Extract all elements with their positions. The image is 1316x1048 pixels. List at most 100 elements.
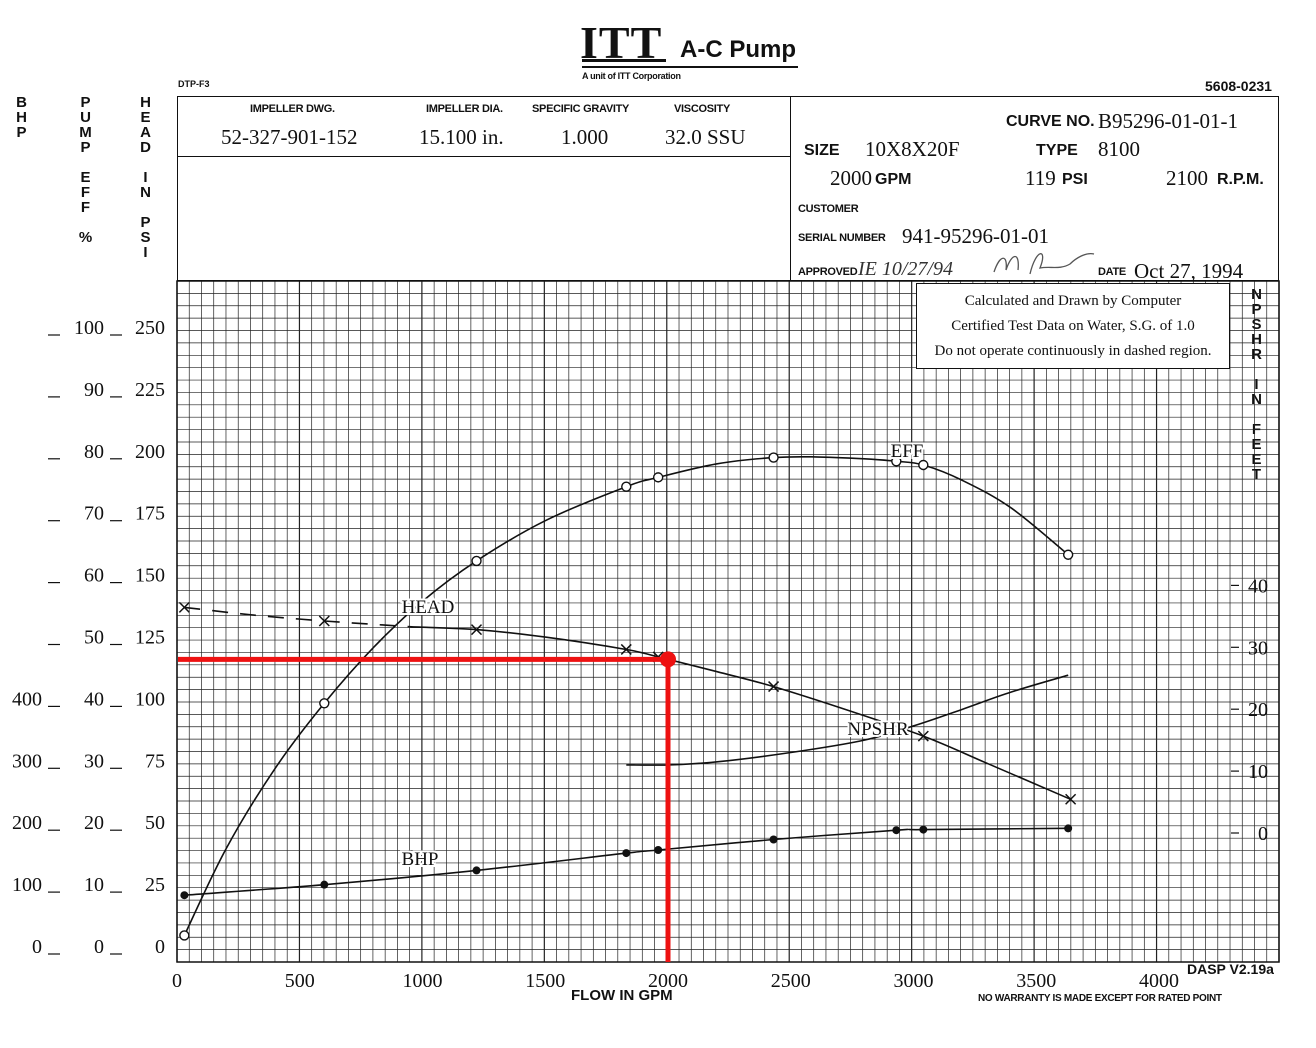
approved-label: APPROVED bbox=[798, 266, 858, 278]
eff-tick-label: 60 bbox=[84, 565, 104, 587]
size-value: 10X8X20F bbox=[865, 137, 960, 161]
viscosity-value: 32.0 SSU bbox=[665, 125, 746, 149]
eff-tick-label: 0 bbox=[94, 936, 104, 958]
head-point bbox=[620, 643, 632, 655]
date-value: Oct 27, 1994 bbox=[1134, 259, 1244, 283]
customer-label: CUSTOMER bbox=[798, 203, 859, 215]
speed-unit: R.P.M. bbox=[1217, 171, 1264, 188]
npshr-tick-label: 30 bbox=[1248, 637, 1268, 659]
head-tick-label: 250 bbox=[135, 317, 165, 339]
bhp-point bbox=[654, 846, 663, 855]
info-divider-h bbox=[177, 156, 791, 157]
head-point bbox=[178, 601, 190, 613]
warranty-note: NO WARRANTY IS MADE EXCEPT FOR RATED POI… bbox=[978, 993, 1222, 1004]
brand-tagline: A unit of ITT Corporation bbox=[582, 71, 681, 81]
bhp-axis-title: BHP bbox=[13, 94, 30, 139]
head-tick-label: 225 bbox=[135, 379, 165, 401]
eff-tick-label: 30 bbox=[84, 750, 104, 772]
x-tick-label: 2000 bbox=[648, 970, 688, 992]
eff-point bbox=[179, 930, 190, 941]
head-tick-label: 75 bbox=[145, 750, 165, 772]
eff-point bbox=[891, 456, 902, 467]
head-tick-label: 100 bbox=[135, 688, 165, 710]
eff-tick-label: 70 bbox=[84, 503, 104, 525]
date-label: DATE bbox=[1098, 266, 1126, 278]
brand-underline bbox=[582, 66, 798, 68]
npshr-tick-label: 0 bbox=[1258, 823, 1268, 845]
head-point bbox=[917, 730, 929, 742]
eff-point bbox=[621, 481, 632, 492]
head-unit: PSI bbox=[1062, 171, 1088, 188]
eff-tick-label: 80 bbox=[84, 441, 104, 463]
bhp-point bbox=[180, 891, 189, 900]
bhp-tick-label: 100 bbox=[12, 874, 42, 896]
x-tick-label: 4000 bbox=[1139, 970, 1179, 992]
bhp-point bbox=[769, 835, 778, 844]
head-curve-dashed bbox=[184, 606, 423, 628]
npshr-curve bbox=[626, 674, 1069, 766]
eff-point bbox=[918, 459, 929, 471]
npshr-tick-label: 20 bbox=[1248, 699, 1268, 721]
head-value: 119 bbox=[1025, 166, 1056, 190]
form-code: DTP-F3 bbox=[178, 79, 210, 89]
eff-tick-label: 20 bbox=[84, 812, 104, 834]
head-point bbox=[470, 624, 483, 636]
x-tick-label: 500 bbox=[285, 970, 315, 992]
doc-number: 5608-0231 bbox=[1205, 78, 1272, 94]
impeller-dia-label: IMPELLER DIA. bbox=[426, 103, 503, 115]
bhp-tick-label: 400 bbox=[12, 688, 42, 710]
head-tick-label: 150 bbox=[135, 565, 165, 587]
x-tick-label: 3000 bbox=[894, 970, 934, 992]
logo-underline bbox=[582, 59, 666, 62]
type-label: TYPE bbox=[1036, 142, 1078, 159]
bhp-point bbox=[320, 880, 329, 889]
bhp-point bbox=[919, 825, 928, 834]
serial-number-value: 941-95296-01-01 bbox=[902, 224, 1049, 248]
specific-gravity-value: 1.000 bbox=[561, 125, 609, 149]
speed-value: 2100 bbox=[1166, 166, 1208, 190]
bhp-point bbox=[1064, 824, 1073, 833]
eff-point bbox=[768, 452, 779, 463]
bhp-point bbox=[622, 849, 631, 858]
npshr-label: NPSHR bbox=[847, 719, 909, 740]
npshr-axis-title: NPSHR IN FEET bbox=[1248, 286, 1265, 481]
eff-point bbox=[652, 472, 664, 483]
bhp-point bbox=[472, 866, 481, 875]
head-point bbox=[768, 681, 780, 693]
eff-tick-label: 100 bbox=[74, 317, 104, 339]
notes-box bbox=[916, 283, 1230, 369]
flow-unit: GPM bbox=[875, 171, 912, 188]
impeller-dia-value: 15.100 in. bbox=[419, 125, 504, 149]
curve-no-value: B95296-01-01-1 bbox=[1098, 109, 1238, 133]
serial-number-label: SERIAL NUMBER bbox=[798, 232, 886, 244]
head-label: HEAD bbox=[402, 597, 455, 618]
head-point bbox=[1065, 793, 1077, 805]
impeller-dwg-label: IMPELLER DWG. bbox=[250, 103, 335, 115]
head-tick-label: 0 bbox=[155, 936, 165, 958]
info-divider-v bbox=[790, 96, 791, 281]
x-tick-label: 2500 bbox=[771, 970, 811, 992]
bhp-tick-label: 300 bbox=[12, 750, 42, 772]
head-axis-title: HEAD IN PSI bbox=[137, 94, 154, 259]
npshr-tick-label: 10 bbox=[1248, 761, 1268, 783]
software-version: DASP V2.19a bbox=[1187, 961, 1274, 977]
x-axis-title: FLOW IN GPM bbox=[571, 987, 673, 1004]
notes-line-3: Do not operate continuously in dashed re… bbox=[934, 343, 1212, 359]
eff-tick-label: 40 bbox=[84, 688, 104, 710]
bhp-tick-label: 0 bbox=[32, 936, 42, 958]
head-tick-label: 125 bbox=[135, 627, 165, 649]
eff-tick-label: 50 bbox=[84, 627, 104, 649]
head-tick-label: 25 bbox=[145, 874, 165, 896]
itt-logo: ITT bbox=[580, 17, 663, 68]
approved-signature: IE 10/27/94 bbox=[858, 258, 953, 280]
rated-point bbox=[660, 651, 676, 668]
x-tick-label: 1500 bbox=[525, 970, 565, 992]
signature-scribble bbox=[993, 252, 1095, 275]
viscosity-label: VISCOSITY bbox=[674, 103, 730, 115]
brand-name: A-C Pump bbox=[680, 36, 796, 63]
specific-gravity-label: SPECIFIC GRAVITY bbox=[532, 103, 630, 115]
notes-line-1: Calculated and Drawn by Computer bbox=[964, 293, 1182, 309]
head-curve bbox=[422, 626, 1071, 801]
head-tick-label: 175 bbox=[135, 503, 165, 525]
